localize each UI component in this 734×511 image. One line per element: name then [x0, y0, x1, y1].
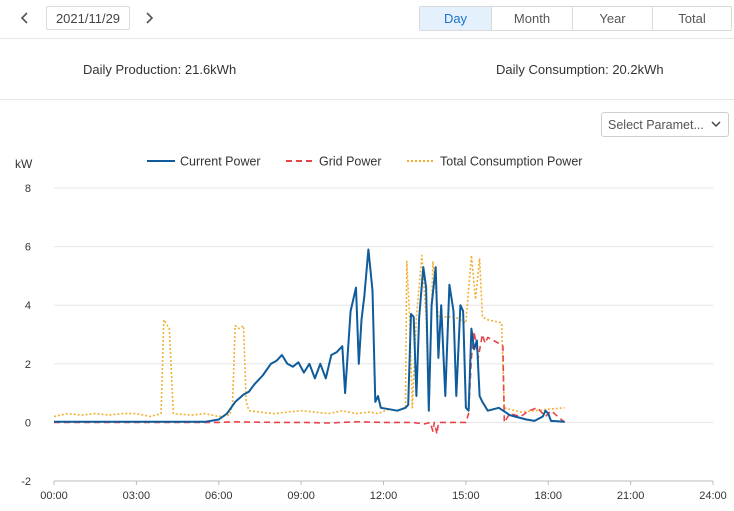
date-picker[interactable]: 2021/11/29: [46, 6, 130, 30]
prev-day-button[interactable]: [14, 6, 36, 30]
y-axis-label: kW: [15, 157, 33, 171]
tab-month[interactable]: Month: [491, 7, 572, 30]
chevron-down-icon: [711, 121, 721, 128]
chart-series: [53, 248, 566, 435]
x-tick-label: 00:00: [40, 490, 68, 502]
tab-total-label: Total: [678, 11, 706, 26]
x-tick-label: 15:00: [452, 490, 480, 502]
summary-divider: [0, 99, 734, 100]
y-tick-label: -2: [21, 476, 31, 488]
next-day-button[interactable]: [138, 6, 160, 30]
chart-legend: Current Power Grid Power Total Consumption…: [147, 155, 582, 169]
daily-production: Daily Production: 21.6kWh: [83, 62, 237, 77]
x-tick-label: 24:00: [699, 490, 727, 502]
y-tick-label: 2: [25, 359, 31, 371]
total-consumption-power-series: [53, 254, 565, 418]
tab-year-label: Year: [599, 11, 626, 26]
toolbar-divider: [0, 38, 734, 39]
chevron-left-icon: [20, 12, 28, 24]
power-chart: Current Power Grid Power Total Consumption…: [15, 155, 727, 503]
chart-grid: [54, 187, 713, 482]
x-tick-label: 09:00: [287, 490, 315, 502]
parameter-select[interactable]: Select Paramet...: [601, 112, 729, 137]
legend-label: Total Consumption Power: [440, 155, 582, 169]
y-axis-ticks: -2 0 2 4 6 8: [21, 183, 31, 488]
legend-label: Current Power: [180, 155, 261, 169]
date-value: 2021/11/29: [55, 10, 121, 26]
chevron-right-icon: [146, 12, 154, 24]
y-tick-label: 8: [25, 183, 31, 195]
parameter-select-value: Select Paramet...: [608, 117, 704, 132]
tab-year[interactable]: Year: [572, 7, 652, 30]
y-tick-label: 4: [25, 300, 31, 312]
tab-month-label: Month: [513, 11, 551, 26]
x-tick-label: 03:00: [123, 490, 151, 502]
current-power-series: [54, 248, 565, 423]
date-toolbar: 2021/11/29 Day Month Year Total: [0, 0, 734, 38]
legend-label: Grid Power: [319, 155, 382, 169]
tab-day-label: Day: [443, 11, 468, 26]
x-tick-label: 06:00: [205, 490, 233, 502]
grid-power-series: [54, 330, 566, 435]
x-tick-label: 12:00: [370, 490, 398, 502]
tab-day[interactable]: Day: [420, 7, 491, 30]
daily-consumption: Daily Consumption: 20.2kWh: [496, 62, 664, 77]
x-axis-ticks: 00:00 03:00 06:00 09:00 12:00 15:00 18:00 21:00…: [40, 481, 727, 502]
x-tick-label: 18:00: [534, 490, 562, 502]
x-tick-label: 21:00: [617, 490, 645, 502]
y-tick-label: 6: [25, 242, 31, 254]
period-tabs: Day Month Year Total: [419, 6, 732, 31]
y-tick-label: 0: [25, 417, 31, 429]
tab-total[interactable]: Total: [652, 7, 731, 30]
